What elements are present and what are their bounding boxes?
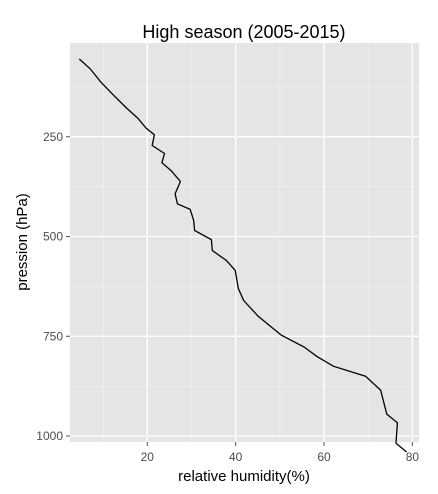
panel-background <box>70 43 419 442</box>
chart-title: High season (2005-2015) <box>142 22 345 42</box>
x-tick-label: 60 <box>317 450 331 464</box>
x-tick-label: 40 <box>229 450 243 464</box>
grid-minor <box>70 43 419 442</box>
x-tick-label: 20 <box>141 450 155 464</box>
y-axis-ticks: 250 500 750 1000 <box>36 130 70 443</box>
x-axis-title: relative humidity(%) <box>178 468 310 485</box>
grid-major <box>70 43 419 442</box>
y-axis-title: pression (hPa) <box>14 193 31 291</box>
x-axis-ticks: 20 40 60 80 <box>141 442 420 464</box>
y-tick-label: 500 <box>43 230 63 244</box>
x-tick-label: 80 <box>406 450 420 464</box>
y-tick-label: 750 <box>43 329 63 343</box>
y-tick-label: 250 <box>43 130 63 144</box>
y-tick-label: 1000 <box>36 429 63 443</box>
series-line <box>78 58 408 453</box>
